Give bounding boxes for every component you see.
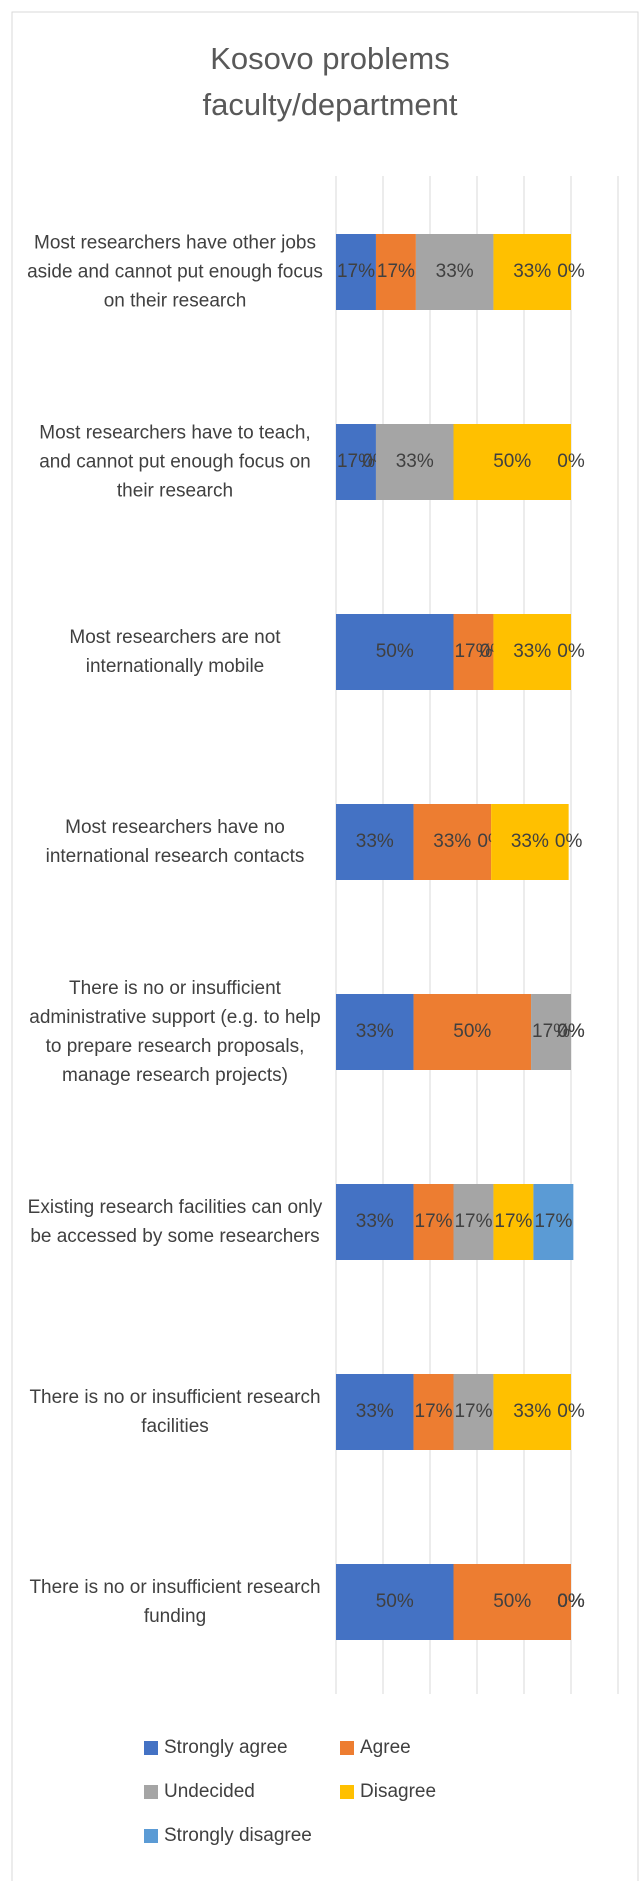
data-label: 0% <box>557 261 585 282</box>
bar-segment <box>493 1184 534 1260</box>
bar-segment <box>336 614 454 690</box>
data-label: 33% <box>396 451 434 472</box>
data-label: 33% <box>356 831 394 852</box>
data-label: 50% <box>493 451 531 472</box>
bar-segment <box>336 1374 414 1450</box>
bar-segment <box>453 614 494 690</box>
bar-segment <box>413 994 532 1070</box>
bar-segment <box>336 994 414 1070</box>
data-label: 33% <box>436 261 474 282</box>
bar-segment <box>336 1564 454 1640</box>
category-label: Most researchers have to teach, and cann… <box>39 422 311 502</box>
data-label: 17% <box>337 261 375 282</box>
bar-segment <box>413 804 492 880</box>
category-label: There is no or insufficient research fun… <box>29 1577 321 1627</box>
legend-label: Agree <box>360 1737 411 1758</box>
legend-label: Disagree <box>360 1781 436 1802</box>
data-label: 17% <box>454 641 492 662</box>
data-label: 0% <box>557 1021 585 1042</box>
data-label: 17% <box>377 261 415 282</box>
data-label: 50% <box>493 1591 531 1612</box>
bar-segment <box>533 1184 574 1260</box>
data-label: 33% <box>513 261 551 282</box>
data-label: 33% <box>356 1211 394 1232</box>
data-label: 0% <box>557 1591 585 1612</box>
legend-swatch <box>144 1785 158 1799</box>
data-label: 17% <box>454 1401 492 1422</box>
data-label: 50% <box>453 1021 491 1042</box>
data-label: 17% <box>534 1211 572 1232</box>
bar-segment <box>336 424 376 500</box>
data-label: 0% <box>557 1401 585 1422</box>
data-label: 33% <box>513 1401 551 1422</box>
bar-segment <box>491 804 569 880</box>
bar-segment <box>336 234 376 310</box>
data-label: 50% <box>376 641 414 662</box>
data-label: 17% <box>415 1401 453 1422</box>
bar-segment <box>493 234 571 310</box>
legend-label: Strongly disagree <box>164 1825 312 1846</box>
bar-segment <box>453 1184 494 1260</box>
data-label: 0% <box>557 1021 585 1042</box>
category-label: There is no or insufficient administrati… <box>29 978 321 1086</box>
data-label: 33% <box>356 1401 394 1422</box>
data-label: 0% <box>557 451 585 472</box>
category-label: Most researchers have no international r… <box>45 817 305 867</box>
bar-segment <box>413 1374 454 1450</box>
data-label: 17% <box>454 1211 492 1232</box>
bar-segment <box>336 1184 414 1260</box>
bar-segment <box>453 1564 571 1640</box>
legend-swatch <box>340 1785 354 1799</box>
legend-label: Undecided <box>164 1781 255 1802</box>
data-label: 0% <box>555 831 583 852</box>
data-label: 33% <box>513 641 551 662</box>
data-label: 33% <box>511 831 549 852</box>
legend-label: Strongly agree <box>164 1737 288 1758</box>
bar-segment <box>453 1374 494 1450</box>
bar-segment <box>415 234 494 310</box>
data-label: 0% <box>557 1591 585 1612</box>
bar-segment <box>493 1374 571 1450</box>
data-label: 0% <box>557 641 585 662</box>
data-label: 17% <box>494 1211 532 1232</box>
bar-segment <box>493 614 571 690</box>
data-label: 17% <box>415 1211 453 1232</box>
bar-segment <box>375 234 416 310</box>
data-label: 17% <box>337 451 375 472</box>
data-label: 0% <box>557 1591 585 1612</box>
legend-swatch <box>144 1741 158 1755</box>
category-label: Most researchers have other jobs aside a… <box>27 232 323 312</box>
chart-title: Kosovo problems faculty/department <box>202 41 458 122</box>
legend-swatch <box>340 1741 354 1755</box>
category-label: Most researchers are not internationally… <box>69 627 281 677</box>
legend-swatch <box>144 1829 158 1843</box>
bar-segment <box>375 424 454 500</box>
category-label: There is no or insufficient research fac… <box>29 1387 321 1437</box>
data-label: 50% <box>376 1591 414 1612</box>
category-label: Existing research facilities can only be… <box>27 1197 323 1247</box>
bar-segment <box>531 994 571 1070</box>
bar-segment <box>336 804 414 880</box>
data-label: 33% <box>356 1021 394 1042</box>
bar-segment <box>413 1184 454 1260</box>
bar-segment <box>453 424 571 500</box>
data-label: 33% <box>433 831 471 852</box>
data-label: 17% <box>532 1021 570 1042</box>
